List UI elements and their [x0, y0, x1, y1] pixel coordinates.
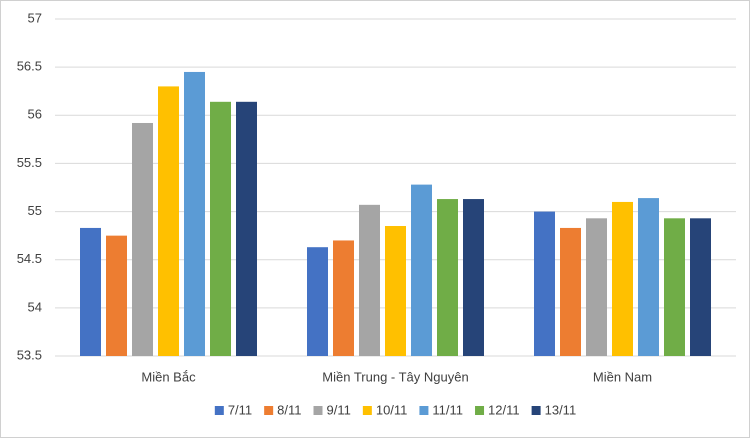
legend-swatch [313, 406, 323, 415]
bar [411, 184, 432, 356]
x-tick-label: Miền Trung - Tây Nguyên [322, 369, 468, 384]
bar [106, 235, 127, 356]
legend-label: 8/11 [277, 402, 301, 417]
x-tick-label: Miền Nam [593, 369, 652, 384]
legend-swatch [419, 406, 429, 415]
y-tick-label: 54 [28, 299, 42, 314]
legend-label: 9/11 [327, 402, 351, 417]
legend-label: 11/11 [432, 402, 463, 417]
bar [184, 71, 205, 356]
bar [333, 240, 354, 356]
legend-label: 7/11 [228, 402, 252, 417]
legend-label: 13/11 [545, 402, 577, 417]
bar [210, 101, 231, 356]
bar [80, 227, 101, 356]
bar [586, 218, 607, 356]
legend-swatch [264, 406, 274, 415]
bar [158, 86, 179, 357]
legend-swatch [531, 406, 541, 415]
bar [385, 226, 406, 356]
bar [612, 201, 633, 356]
y-tick-label: 56.5 [17, 59, 42, 74]
bar [638, 198, 659, 356]
bar [664, 218, 685, 356]
bar [437, 199, 458, 356]
bar [307, 247, 328, 356]
y-tick-label: 57 [28, 10, 42, 25]
legend-swatch [362, 406, 372, 415]
y-tick-label: 53.5 [17, 347, 42, 362]
y-tick-label: 55.5 [17, 155, 42, 170]
bar [534, 211, 555, 356]
y-tick-label: 56 [28, 107, 42, 122]
bar [359, 204, 380, 356]
y-tick-label: 55 [28, 203, 42, 218]
legend-label: 12/11 [488, 402, 520, 417]
legend-swatch [214, 406, 224, 415]
legend-swatch [475, 406, 485, 415]
bar [690, 218, 711, 356]
bar [463, 199, 484, 356]
y-tick-label: 54.5 [17, 251, 42, 266]
bar [132, 122, 153, 356]
bar [560, 227, 581, 356]
x-tick-label: Miền Bắc [141, 369, 196, 384]
legend-label: 10/11 [376, 402, 408, 417]
bar [236, 101, 257, 356]
